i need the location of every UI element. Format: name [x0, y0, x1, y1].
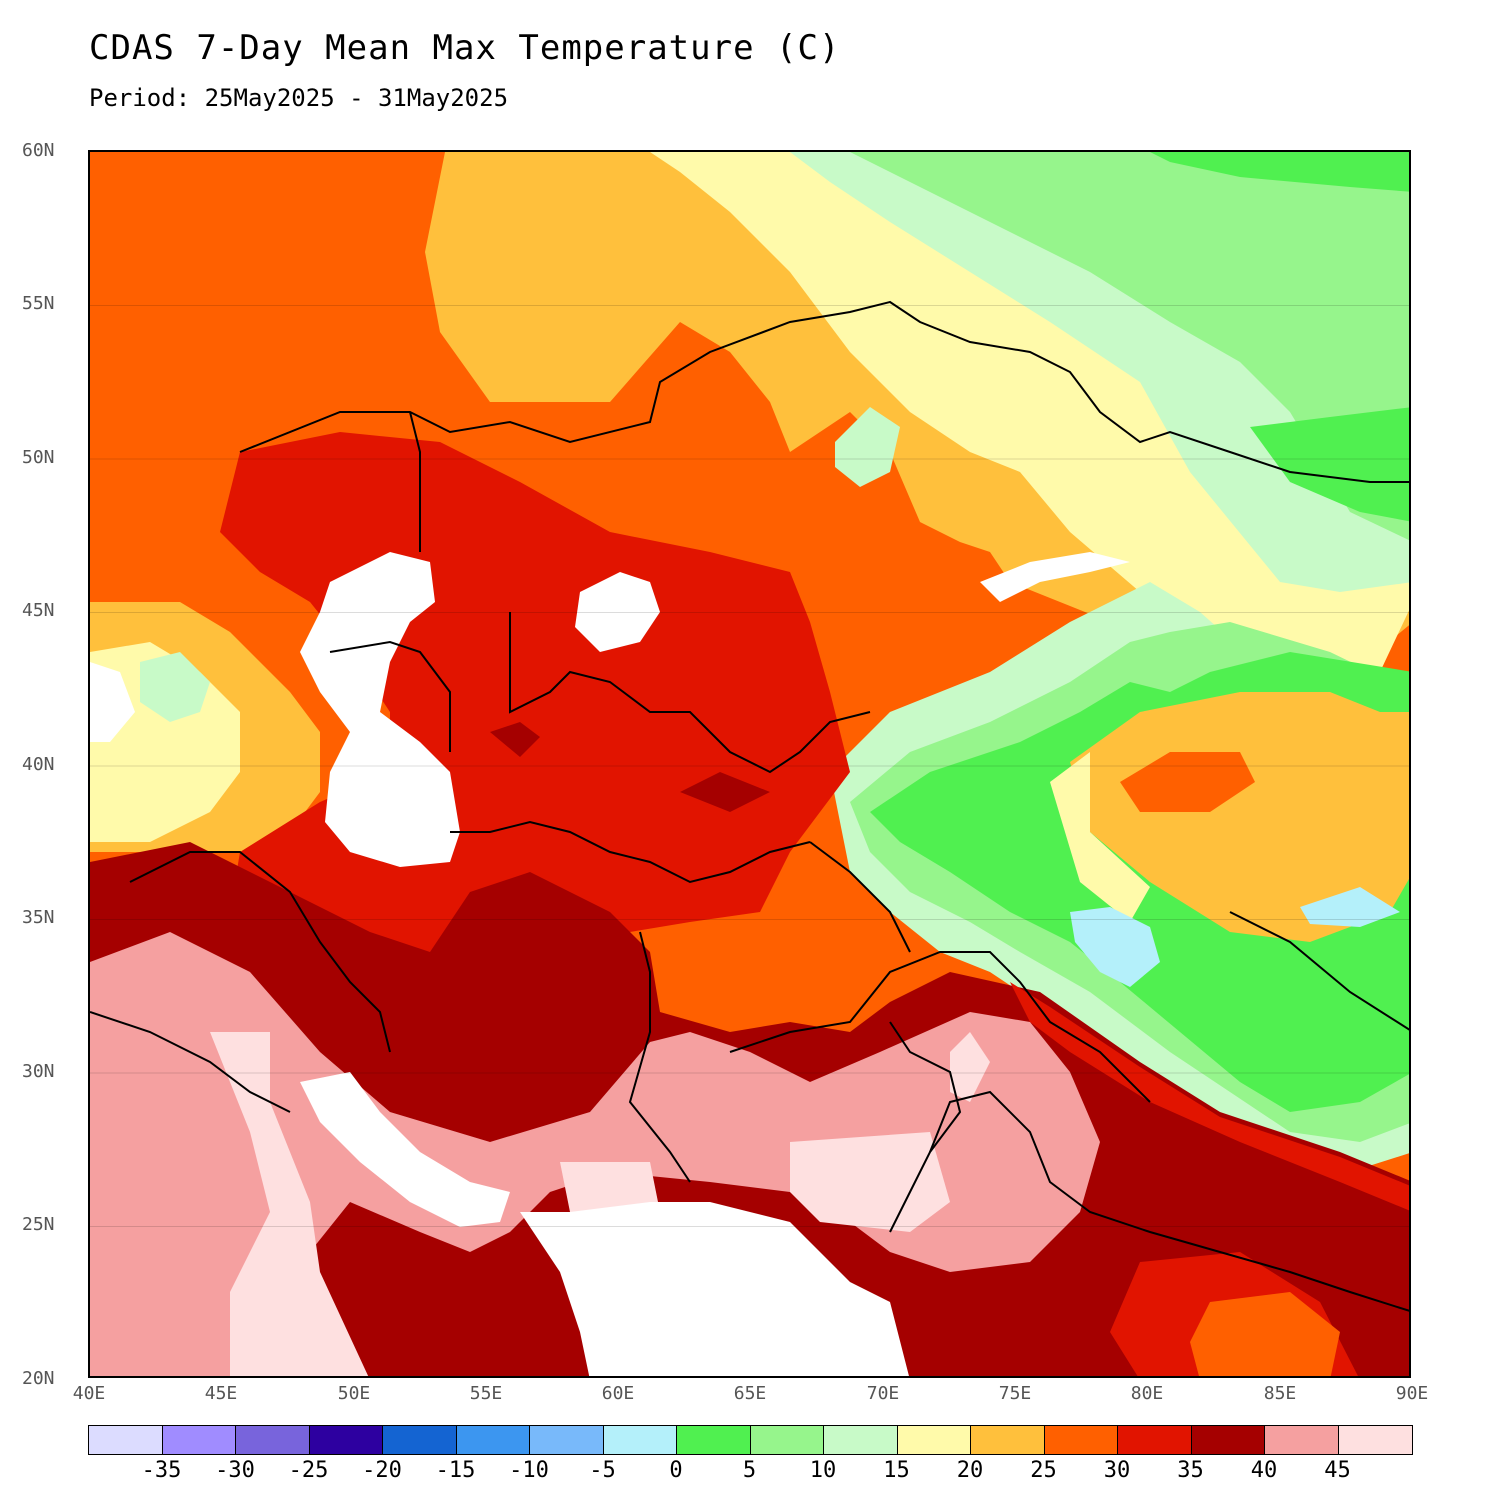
contour-10-caucasus — [140, 652, 210, 722]
arabian-sea — [520, 1202, 909, 1376]
aral-sea — [575, 572, 660, 652]
contour-15-tarim — [1050, 752, 1150, 922]
colorbar-swatch — [603, 1426, 677, 1454]
colorbar-label: 5 — [742, 1458, 757, 1483]
colorbar-swatch — [89, 1426, 163, 1454]
contour-25-bengal — [1190, 1292, 1340, 1376]
lon-label-55e: 55E — [469, 1383, 503, 1404]
contour-m5-spot1 — [1070, 907, 1160, 987]
colorbar — [88, 1425, 1413, 1455]
contour-35-spot1 — [490, 722, 540, 757]
colorbar-swatch — [456, 1426, 530, 1454]
lon-label-60e: 60E — [601, 1383, 635, 1404]
contour-0-north — [1150, 152, 1409, 192]
lon-label-75e: 75E — [998, 1383, 1032, 1404]
lat-label-35n: 35N — [22, 907, 55, 928]
balkhash-lake — [980, 552, 1130, 602]
colorbar-label: 10 — [809, 1458, 837, 1483]
colorbar-swatch — [824, 1426, 898, 1454]
lon-label-65e: 65E — [733, 1383, 767, 1404]
black-sea-corner — [90, 662, 135, 742]
lat-label-25n: 25N — [22, 1214, 55, 1235]
colorbar-swatch — [677, 1426, 751, 1454]
temperature-map — [88, 150, 1411, 1378]
country-borders — [90, 300, 1409, 1312]
grid-lines — [90, 305, 1409, 1227]
lat-label-20n: 20N — [22, 1368, 55, 1389]
lon-label-50e: 50E — [337, 1383, 371, 1404]
lon-label-40e: 40E — [72, 1383, 106, 1404]
contour-45-arabia — [210, 1032, 369, 1376]
colorbar-swatch — [236, 1426, 310, 1454]
map-canvas — [90, 152, 1409, 1376]
colorbar-swatch — [1118, 1426, 1192, 1454]
colorbar-swatch — [971, 1426, 1045, 1454]
contour-45-thar — [790, 1132, 950, 1232]
contour-20-tarim — [1070, 692, 1409, 942]
colorbar-label: -5 — [589, 1458, 616, 1483]
lon-label-70e: 70E — [866, 1383, 900, 1404]
lon-label-45e: 45E — [204, 1383, 238, 1404]
contour-0-east — [1250, 407, 1409, 522]
colorbar-swatch — [750, 1426, 824, 1454]
lon-label-85e: 85E — [1263, 1383, 1297, 1404]
contour-5-patch — [835, 407, 900, 487]
contour-35-spot2 — [680, 772, 770, 812]
lon-label-80e: 80E — [1130, 1383, 1164, 1404]
colorbar-label: -30 — [215, 1458, 255, 1483]
persian-gulf — [300, 1072, 510, 1227]
colorbar-label: 40 — [1250, 1458, 1278, 1483]
contour-40-arabia — [90, 932, 1100, 1376]
colorbar-swatch — [530, 1426, 604, 1454]
colorbar-swatch — [897, 1426, 971, 1454]
colorbar-label: 35 — [1177, 1458, 1204, 1483]
colorbar-label: -10 — [509, 1458, 549, 1483]
contour-25-tarim — [1120, 752, 1255, 812]
contour-m5-spot2 — [1300, 887, 1400, 927]
lat-label-60n: 60N — [22, 140, 55, 161]
colorbar-swatch — [1265, 1426, 1339, 1454]
colorbar-label: -25 — [288, 1458, 329, 1483]
colorbar-label: 45 — [1324, 1458, 1351, 1483]
lat-label-45n: 45N — [22, 600, 55, 621]
colorbar-label: -35 — [141, 1458, 182, 1483]
colorbar-label: 30 — [1103, 1458, 1131, 1483]
colorbar-swatch — [383, 1426, 457, 1454]
contour-5-north — [850, 152, 1409, 541]
colorbar-label: -20 — [362, 1458, 402, 1483]
colorbar-swatch — [309, 1426, 383, 1454]
map-title: CDAS 7-Day Mean Max Temperature (C) — [89, 28, 841, 68]
lat-label-40n: 40N — [22, 754, 55, 775]
contour-45-patch — [950, 1032, 990, 1102]
colorbar-label: -15 — [435, 1458, 476, 1483]
colorbar-label: 25 — [1030, 1458, 1057, 1483]
colorbar-swatch — [1044, 1426, 1118, 1454]
period-subtitle: Period: 25May2025 - 31May2025 — [89, 84, 509, 112]
colorbar-label: 20 — [956, 1458, 984, 1483]
contour-45-iran — [560, 1162, 660, 1212]
colorbar-swatch — [1191, 1426, 1265, 1454]
lon-label-90e: 90E — [1395, 1383, 1429, 1404]
lat-label-55n: 55N — [22, 293, 55, 314]
colorbar-label: 0 — [669, 1458, 683, 1483]
colorbar-swatch — [162, 1426, 236, 1454]
colorbar-swatch — [1338, 1426, 1412, 1454]
contour-30-south-fringe — [1010, 982, 1409, 1211]
colorbar-label: 15 — [883, 1458, 910, 1483]
caspian-sea — [300, 552, 460, 867]
lat-label-50n: 50N — [22, 447, 55, 468]
lat-label-30n: 30N — [22, 1061, 55, 1082]
